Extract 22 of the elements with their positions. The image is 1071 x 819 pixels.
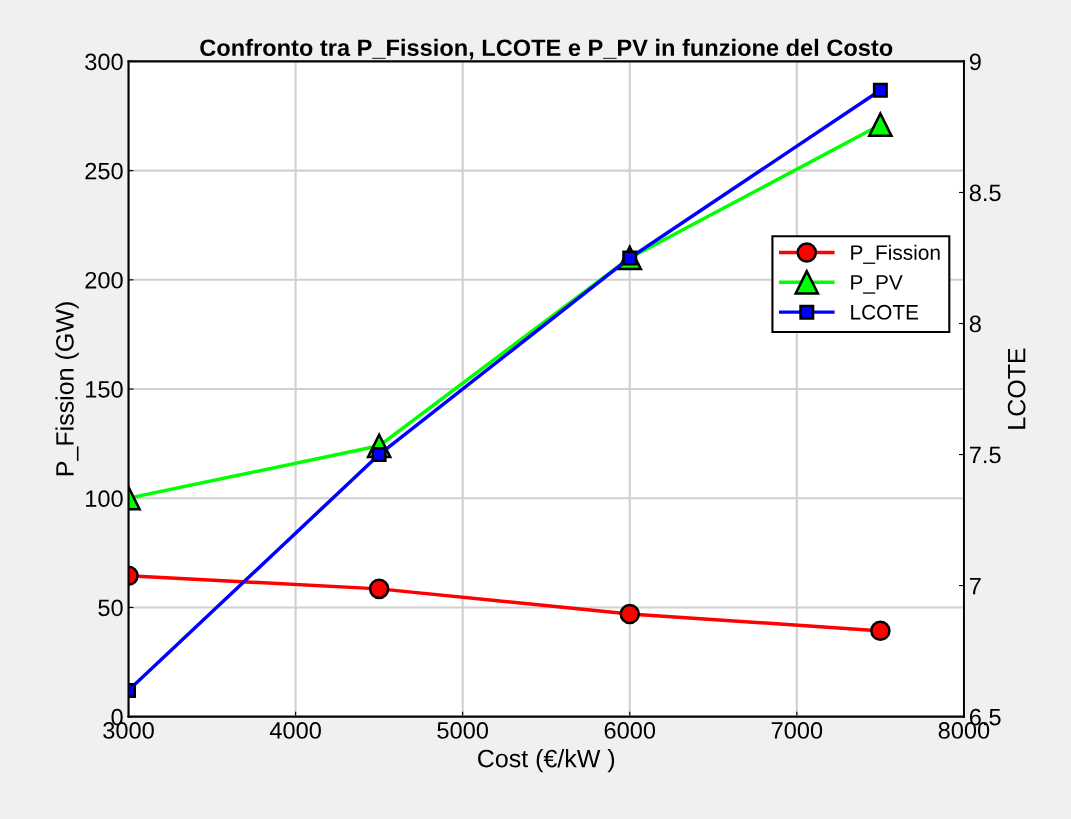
y-tick-label: 50 bbox=[98, 599, 123, 617]
x-tick-label: 4000 bbox=[269, 722, 321, 739]
y-tick-label: 150 bbox=[86, 381, 123, 398]
y-tick-label: 250 bbox=[85, 162, 123, 180]
x-tick-label: 6000 bbox=[604, 722, 656, 739]
x-tick-label: 5000 bbox=[437, 722, 489, 739]
y2-tick-label: 9 bbox=[969, 53, 981, 71]
y2-tick-label: 7 bbox=[969, 577, 981, 595]
chart-title: Confronto tra P_Fission, LCOTE e P_PV in funzione del Costo bbox=[200, 38, 893, 60]
y2-tick-label: 7.5 bbox=[969, 446, 1001, 464]
y-axis-title: P_Fission (GW) bbox=[55, 302, 79, 476]
y-tick-label: 300 bbox=[85, 53, 123, 71]
y2-axis-title: LCOTE bbox=[1007, 348, 1026, 429]
legend-label: P_PV bbox=[851, 275, 903, 294]
y2-tick-label: 8 bbox=[969, 315, 981, 333]
x-axis-title: Cost (€/kW ) bbox=[478, 749, 615, 773]
y-tick-label: 200 bbox=[85, 271, 123, 289]
legend-label: LCOTE bbox=[851, 304, 919, 320]
y2-tick-label: 8.5 bbox=[969, 184, 1001, 202]
legend-label: P_Fission bbox=[851, 244, 940, 264]
x-tick-label: 7000 bbox=[771, 722, 823, 739]
y-tick-label: 100 bbox=[86, 490, 123, 508]
